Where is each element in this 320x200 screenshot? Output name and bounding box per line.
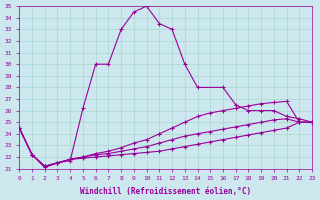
X-axis label: Windchill (Refroidissement éolien,°C): Windchill (Refroidissement éolien,°C) xyxy=(80,187,251,196)
